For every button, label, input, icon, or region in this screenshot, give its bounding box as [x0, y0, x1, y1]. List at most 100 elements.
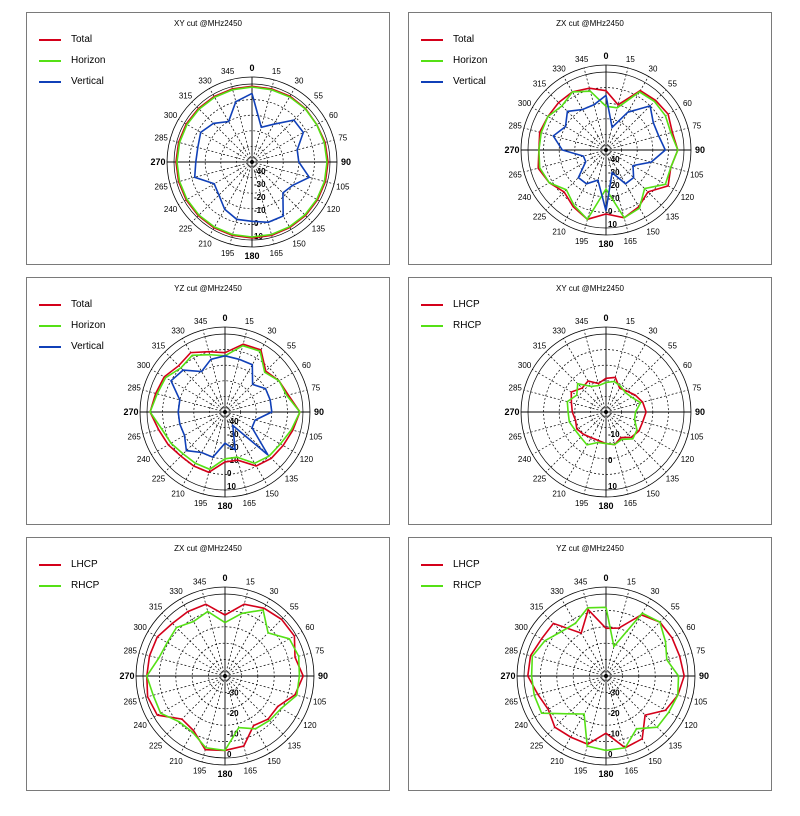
- polar-chart-panel: 0 15 30 55 60 75 90 105 120 135 150 165 180 195 210 225…: [26, 277, 390, 525]
- angle-tick-label: 30: [270, 587, 279, 596]
- angle-tick-label: 55: [290, 603, 299, 612]
- grid-spoke: [209, 88, 253, 163]
- grid-spoke: [605, 652, 693, 677]
- grid-spoke: [583, 411, 607, 495]
- grid-spoke: [202, 329, 226, 413]
- angle-tick-label: 345: [193, 577, 207, 586]
- angle-tick-label: 225: [533, 212, 547, 221]
- angle-tick-label: 60: [305, 623, 314, 632]
- polar-plot: 0 15 30 55 60 75 90 105 120 135 150 165 180 195 210 225…: [119, 573, 328, 779]
- angle-tick-label: 75: [338, 134, 347, 143]
- angle-tick-label: 330: [169, 587, 183, 596]
- angle-tick-label: 345: [221, 67, 235, 76]
- angle-tick-label: 15: [272, 67, 281, 76]
- grid-spoke: [182, 338, 226, 413]
- grid-spoke: [224, 652, 312, 677]
- angle-tick-label: 210: [169, 757, 183, 766]
- angle-tick-label: 330: [171, 327, 185, 336]
- radial-tick-label: 10: [608, 482, 617, 491]
- series-line-rhcp: [530, 606, 680, 752]
- polar-chart-panel: 0 15 30 55 60 75 90 105 120 135 150 165 180 195 210 225…: [408, 277, 772, 525]
- series-line-lhcp: [526, 608, 686, 749]
- angle-tick-label: 135: [285, 474, 299, 483]
- angle-tick-label: 330: [550, 587, 564, 596]
- legend-label: RHCP: [453, 320, 482, 331]
- series-line-vertical: [170, 355, 273, 459]
- angle-tick-label: 75: [311, 384, 320, 393]
- angle-tick-label: 60: [686, 623, 695, 632]
- legend-item: LHCP: [421, 294, 481, 315]
- legend-label: Horizon: [71, 55, 106, 66]
- angle-tick-label: 265: [124, 697, 138, 706]
- angle-tick-label: 265: [509, 432, 523, 441]
- angle-tick-label: 240: [133, 721, 147, 730]
- angle-tick-label: 60: [683, 99, 692, 108]
- grid-spoke: [605, 675, 670, 740]
- grid-spoke: [161, 612, 226, 677]
- radial-tick-label: -20: [608, 709, 620, 718]
- angle-tick-label: 60: [302, 361, 311, 370]
- angle-tick-label: 315: [149, 603, 163, 612]
- angle-tick-label: 265: [155, 182, 169, 191]
- angle-tick-label: 300: [518, 361, 532, 370]
- legend-item: LHCP: [39, 554, 99, 575]
- angle-tick-label: 165: [625, 767, 639, 776]
- angle-tick-label: 300: [137, 361, 151, 370]
- polar-plot: 0 15 30 55 60 75 90 105 120 135 150 165 180 195 210 225…: [150, 63, 351, 261]
- grid-spoke: [582, 589, 607, 677]
- angle-tick-label: 0: [603, 313, 608, 323]
- angle-tick-label: 265: [509, 170, 523, 179]
- angle-tick-label: 75: [692, 384, 701, 393]
- legend-label: LHCP: [453, 559, 480, 570]
- angle-tick-label: 270: [500, 671, 515, 681]
- angle-tick-label: 105: [690, 170, 704, 179]
- angle-tick-label: 120: [300, 455, 314, 464]
- series-line-horizon: [149, 344, 301, 471]
- legend-item: RHCP: [421, 315, 481, 336]
- angle-tick-label: 210: [171, 489, 185, 498]
- grid-spoke: [202, 411, 226, 495]
- grid-spoke: [151, 411, 226, 455]
- legend-swatch: [39, 59, 61, 62]
- angle-tick-label: 55: [668, 342, 677, 351]
- grid-spoke: [151, 369, 226, 413]
- angle-tick-label: 225: [179, 224, 193, 233]
- grid-spoke: [605, 612, 670, 677]
- angle-tick-label: 285: [128, 384, 142, 393]
- angle-tick-label: 105: [336, 182, 350, 191]
- legend-swatch: [39, 563, 61, 566]
- legend-label: Vertical: [71, 341, 104, 352]
- angle-tick-label: 105: [694, 697, 708, 706]
- angle-tick-label: 195: [575, 499, 589, 508]
- radial-tick-label: 0: [608, 750, 613, 759]
- legend-item: Total: [39, 29, 105, 50]
- legend-label: Total: [453, 34, 475, 45]
- angle-tick-label: 150: [292, 239, 306, 248]
- angle-tick-label: 195: [193, 767, 207, 776]
- grid-spoke: [180, 675, 226, 754]
- angle-tick-label: 270: [504, 145, 519, 155]
- legend-label: LHCP: [453, 299, 480, 310]
- grid-spoke: [542, 612, 607, 677]
- grid-spoke: [563, 76, 607, 151]
- grid-spoke: [201, 675, 226, 763]
- legend-swatch: [39, 324, 61, 327]
- angle-tick-label: 210: [552, 227, 566, 236]
- radial-tick-label: -40: [227, 417, 239, 426]
- grid-spoke: [523, 127, 607, 151]
- angle-tick-label: 30: [651, 587, 660, 596]
- angle-tick-label: 180: [217, 769, 232, 779]
- angle-tick-label: 55: [314, 92, 323, 101]
- angle-tick-label: 15: [626, 55, 635, 64]
- grid-spoke: [224, 675, 249, 763]
- angle-tick-label: 75: [315, 647, 324, 656]
- grid-spoke: [161, 675, 226, 740]
- grid-spoke: [528, 675, 607, 721]
- angle-tick-label: 210: [550, 757, 564, 766]
- angle-tick-label: 195: [221, 249, 235, 258]
- grid-spoke: [138, 675, 226, 700]
- grid-spoke: [224, 389, 308, 413]
- angle-tick-label: 225: [152, 474, 166, 483]
- radial-tick-label: 0: [254, 219, 259, 228]
- grid-spoke: [582, 675, 607, 763]
